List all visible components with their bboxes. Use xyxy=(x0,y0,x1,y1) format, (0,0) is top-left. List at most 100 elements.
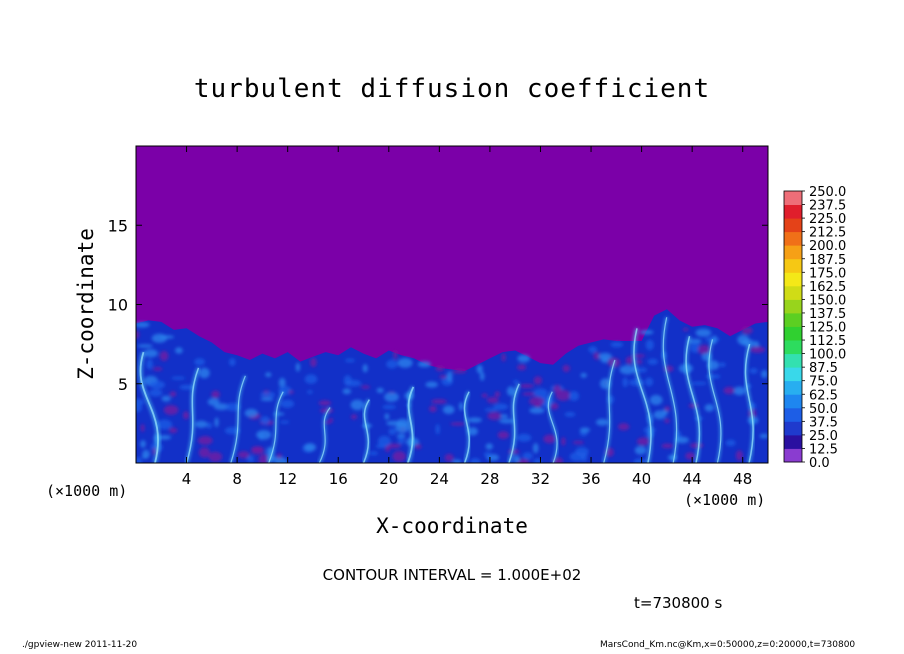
colorbar-swatch xyxy=(784,285,802,300)
eddy xyxy=(501,353,506,362)
eddy xyxy=(635,367,648,373)
plume-core xyxy=(508,383,520,463)
eddy xyxy=(392,451,407,462)
colorbar-label: 112.5 xyxy=(809,334,846,349)
eddy xyxy=(279,420,290,424)
eddy xyxy=(695,328,712,337)
eddy xyxy=(759,433,768,439)
eddy xyxy=(450,422,466,426)
eddy xyxy=(497,431,509,440)
colorbar-swatch xyxy=(784,340,802,355)
eddy xyxy=(682,327,689,332)
x-unit-right: (×1000 m) xyxy=(684,491,766,509)
eddy xyxy=(467,417,482,423)
eddy xyxy=(318,400,332,406)
eddy xyxy=(214,417,219,428)
plume-core xyxy=(633,328,652,463)
eddy xyxy=(169,427,178,434)
eddy xyxy=(142,449,150,459)
eddy xyxy=(417,361,431,368)
colorbar-swatch xyxy=(784,407,802,422)
plume-core xyxy=(362,399,370,463)
eddy xyxy=(470,458,481,463)
eddy xyxy=(688,338,702,344)
plume-core xyxy=(662,317,678,463)
eddy xyxy=(691,381,708,385)
x-tick-label: 36 xyxy=(581,470,600,488)
colorbar-label: 37.5 xyxy=(809,415,838,430)
eddy-texture xyxy=(136,322,768,463)
eddy xyxy=(653,410,666,420)
eddy xyxy=(562,364,570,373)
eddy xyxy=(561,437,566,446)
eddy xyxy=(698,344,711,355)
eddy xyxy=(140,424,145,432)
colorbar-swatch xyxy=(784,272,802,287)
eddy xyxy=(581,452,588,462)
eddy xyxy=(741,326,753,335)
eddy xyxy=(564,412,576,417)
colorbar-swatch xyxy=(784,448,802,463)
colorbar-swatch xyxy=(784,421,802,436)
colorbar-label: 162.5 xyxy=(809,280,846,295)
y-tick-label: 10 xyxy=(108,296,128,315)
eddy xyxy=(329,417,333,423)
eddy xyxy=(618,423,630,431)
eddy xyxy=(288,390,294,394)
eddy xyxy=(690,342,700,353)
colorbar-swatch xyxy=(784,367,802,382)
eddy xyxy=(278,377,286,388)
eddy xyxy=(307,390,313,394)
eddy xyxy=(529,407,545,414)
plume-core xyxy=(463,391,470,463)
x-tick-label: 16 xyxy=(329,470,348,488)
eddy xyxy=(435,365,445,372)
eddy xyxy=(593,352,601,360)
colorbar-swatch xyxy=(784,326,802,341)
eddy xyxy=(137,344,153,348)
colorbar-label: 25.0 xyxy=(809,429,838,444)
eddy xyxy=(499,418,514,424)
eddy xyxy=(140,440,146,448)
eddy xyxy=(237,451,250,459)
colorbar-label: 200.0 xyxy=(809,239,846,254)
eddy xyxy=(517,354,530,363)
eddy xyxy=(634,446,647,455)
eddy xyxy=(362,364,368,373)
colorbar-swatch xyxy=(784,312,802,327)
eddy xyxy=(431,399,447,404)
plume-core xyxy=(685,336,701,463)
colorbar: 0.012.525.037.550.062.575.087.5100.0112.… xyxy=(783,185,846,471)
eddy xyxy=(553,384,562,394)
colorbar-label: 225.0 xyxy=(809,212,846,227)
eddy xyxy=(513,380,519,384)
colorbar-label: 125.0 xyxy=(809,321,846,336)
eddy xyxy=(161,395,171,402)
eddy xyxy=(572,440,585,445)
eddy xyxy=(719,362,726,368)
eddy xyxy=(350,399,365,411)
contour-interval: CONTOUR INTERVAL = 1.000E+02 xyxy=(322,566,582,584)
eddy xyxy=(649,394,663,406)
eddy xyxy=(647,358,658,365)
eddy xyxy=(487,411,502,421)
eddy xyxy=(569,391,579,401)
eddy xyxy=(610,341,624,348)
eddy xyxy=(733,386,746,396)
eddy xyxy=(485,443,493,450)
eddy xyxy=(304,374,318,384)
eddy xyxy=(388,427,397,436)
eddy xyxy=(258,454,269,463)
eddy xyxy=(645,377,654,387)
eddy xyxy=(163,405,179,415)
eddy xyxy=(476,364,483,374)
eddy xyxy=(136,322,150,328)
eddy xyxy=(361,385,371,389)
colorbar-swatch xyxy=(784,218,802,233)
colorbar-label: 0.0 xyxy=(809,456,830,471)
x-tick-label: 28 xyxy=(480,470,499,488)
eddy xyxy=(251,447,265,455)
eddy xyxy=(725,439,736,447)
eddy xyxy=(749,368,758,374)
